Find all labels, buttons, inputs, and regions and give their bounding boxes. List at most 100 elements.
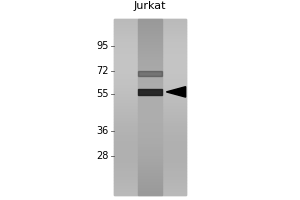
Text: 36: 36 <box>96 126 108 136</box>
Bar <box>138 160 162 163</box>
Bar <box>138 107 162 110</box>
Bar <box>114 166 186 168</box>
Bar <box>138 157 162 160</box>
Bar <box>114 69 186 72</box>
Bar <box>114 89 186 92</box>
Bar <box>138 19 162 22</box>
Bar <box>114 34 186 36</box>
Bar <box>114 45 186 48</box>
Bar <box>114 110 186 113</box>
Bar <box>138 136 162 139</box>
Bar <box>114 80 186 83</box>
Bar <box>138 72 162 75</box>
Bar <box>114 98 186 101</box>
Bar <box>114 163 186 166</box>
Bar <box>138 28 162 31</box>
Bar <box>114 180 186 183</box>
Bar <box>138 98 162 101</box>
Bar <box>114 48 186 51</box>
Bar <box>138 180 162 183</box>
Bar <box>114 57 186 60</box>
Bar <box>138 25 162 28</box>
Bar <box>114 113 186 116</box>
Bar <box>138 83 162 86</box>
Bar <box>138 119 162 122</box>
Bar <box>138 22 162 25</box>
Bar <box>138 69 162 72</box>
Bar <box>138 80 162 83</box>
Bar <box>138 192 162 195</box>
Bar <box>138 63 162 66</box>
Bar <box>138 113 162 116</box>
Bar <box>114 42 186 45</box>
Bar <box>114 160 186 163</box>
Text: 28: 28 <box>96 151 108 161</box>
Bar <box>138 104 162 107</box>
Bar <box>138 54 162 57</box>
Bar <box>138 124 162 127</box>
Bar <box>138 48 162 51</box>
Bar <box>138 66 162 69</box>
Bar <box>138 36 162 39</box>
Bar <box>138 89 162 95</box>
Bar <box>138 31 162 34</box>
Bar <box>114 101 186 104</box>
Bar <box>138 189 162 192</box>
Bar <box>138 45 162 48</box>
Bar <box>138 148 162 151</box>
Bar <box>138 92 162 95</box>
Bar <box>138 151 162 154</box>
Bar <box>114 75 186 78</box>
Bar <box>114 92 186 95</box>
Bar <box>114 36 186 39</box>
Bar <box>114 66 186 69</box>
Bar <box>138 183 162 186</box>
Bar <box>138 186 162 189</box>
Bar <box>114 116 186 119</box>
Bar <box>114 157 186 160</box>
Text: 55: 55 <box>96 89 108 99</box>
Bar <box>138 71 162 76</box>
Bar <box>138 145 162 148</box>
Bar <box>114 148 186 151</box>
Bar <box>114 127 186 130</box>
Bar <box>114 145 186 148</box>
Bar <box>138 51 162 54</box>
Bar <box>114 31 186 34</box>
Bar <box>138 78 162 80</box>
Bar <box>138 127 162 130</box>
Polygon shape <box>166 87 186 97</box>
Bar <box>138 133 162 136</box>
Bar <box>114 124 186 127</box>
Bar <box>114 63 186 66</box>
Bar <box>138 130 162 133</box>
Bar <box>114 192 186 195</box>
Bar <box>114 39 186 42</box>
Bar <box>114 139 186 142</box>
Bar <box>114 60 186 63</box>
Bar <box>138 95 162 98</box>
Bar <box>138 168 162 171</box>
Bar <box>114 174 186 177</box>
Bar <box>138 57 162 60</box>
Bar <box>138 39 162 42</box>
Bar <box>138 42 162 45</box>
Bar <box>114 119 186 122</box>
Text: 72: 72 <box>96 66 108 76</box>
Bar <box>138 34 162 36</box>
Bar <box>138 60 162 63</box>
Bar <box>138 139 162 142</box>
Bar <box>114 86 186 89</box>
Bar <box>138 163 162 166</box>
Bar <box>114 72 186 75</box>
Bar <box>114 168 186 171</box>
Bar <box>138 166 162 168</box>
Bar <box>138 101 162 104</box>
Bar <box>138 154 162 157</box>
Bar <box>114 95 186 98</box>
Bar <box>138 177 162 180</box>
Bar <box>114 154 186 157</box>
Bar <box>114 130 186 133</box>
Bar <box>114 136 186 139</box>
Bar <box>138 122 162 124</box>
